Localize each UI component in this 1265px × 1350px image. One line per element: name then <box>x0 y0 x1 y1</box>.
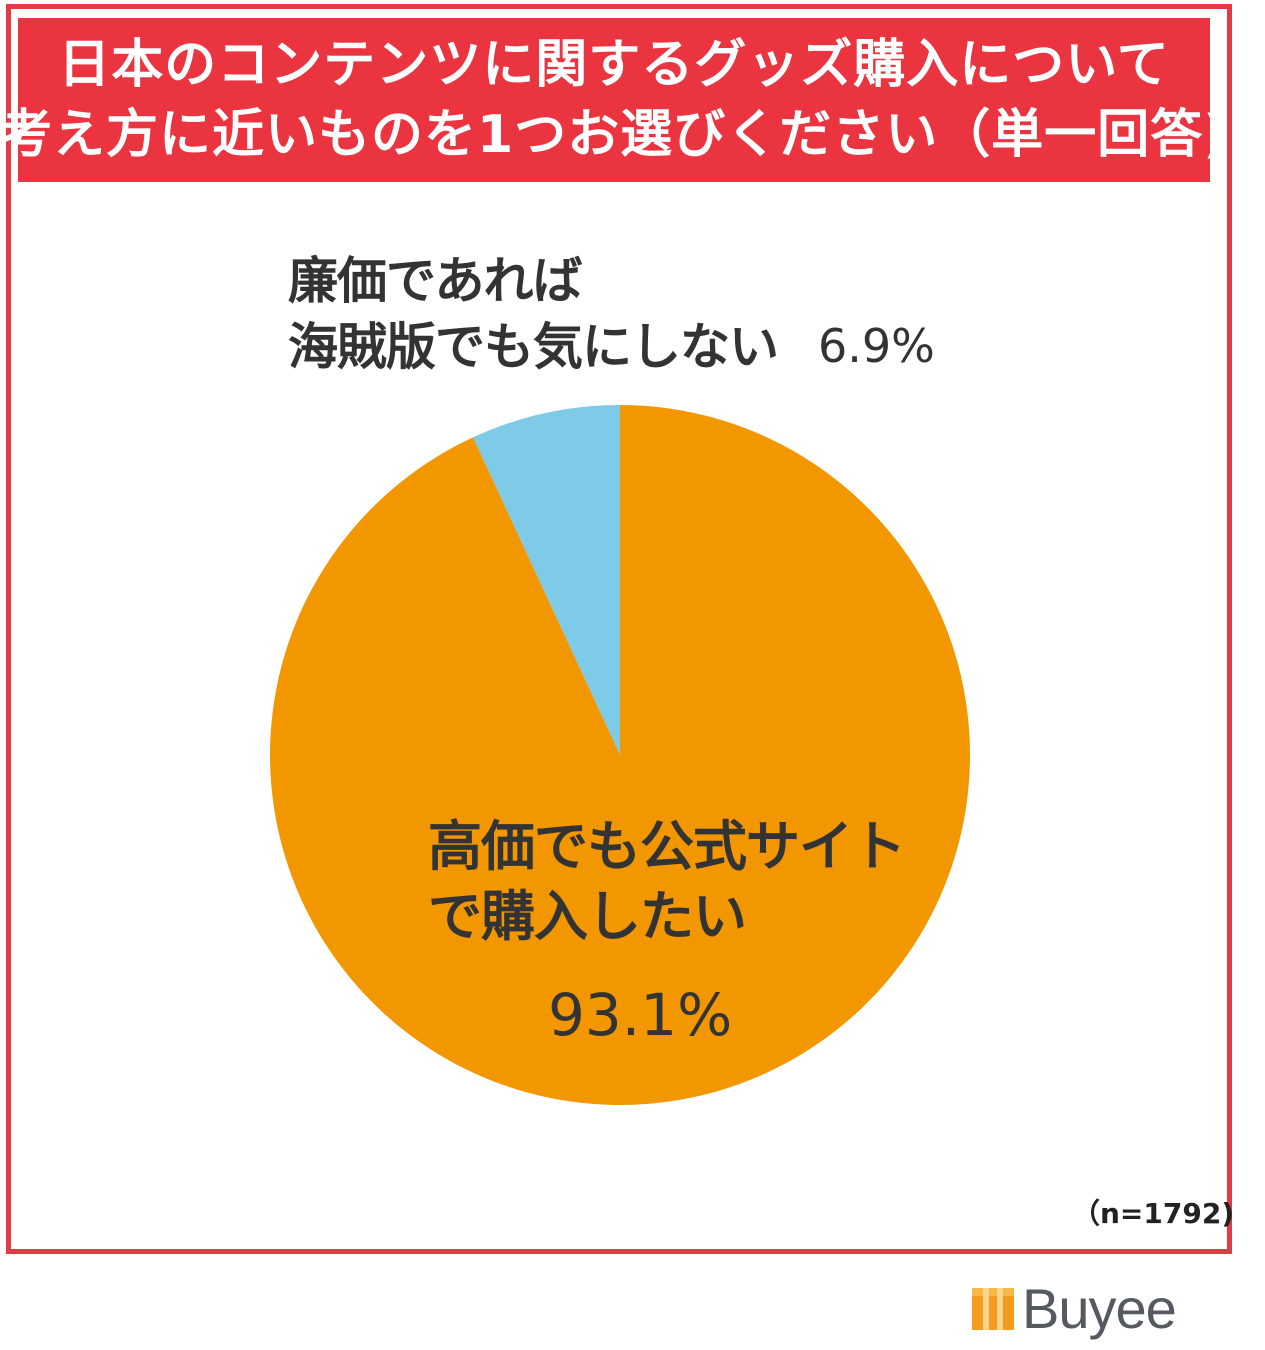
chart-title-line2: 考え方に近いものを1つお選びください（単一回答) <box>0 105 1228 165</box>
slice-label-pirated: 廉価であれば 海賊版でも気にしない <box>288 248 779 380</box>
pie-slice-official <box>270 405 970 1105</box>
slice-value-official: 93.1% <box>548 981 733 1049</box>
pie-slice-pirated <box>472 405 620 755</box>
slice-label-official-line2: で購入したい <box>428 885 747 948</box>
chart-title: 日本のコンテンツに関するグッズ購入について 考え方に近いものを1つお選びください… <box>0 18 1227 182</box>
chart-title-line1: 日本のコンテンツに関するグッズ購入について <box>58 35 1170 95</box>
slice-label-pirated-line1: 廉価であれば <box>288 252 583 310</box>
slice-label-pirated-line2: 海賊版でも気にしない <box>288 318 779 376</box>
buyee-box-icon <box>972 1288 1014 1330</box>
slice-label-official-line1: 高価でも公式サイト <box>428 815 906 878</box>
slice-value-pirated: 6.9% <box>818 319 935 373</box>
slice-label-official: 高価でも公式サイト で購入したい <box>428 812 906 952</box>
sample-size: （n=1792) <box>1072 1197 1235 1230</box>
buyee-wordmark: Buyee <box>1022 1276 1177 1340</box>
buyee-logo: Buyee <box>970 1276 1177 1340</box>
